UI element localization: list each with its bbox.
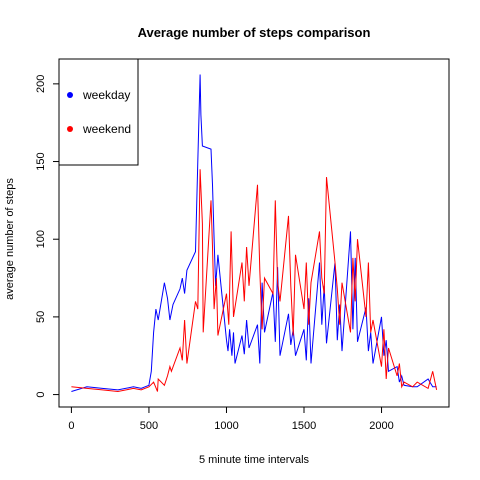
legend-marker-weekend	[67, 126, 73, 132]
x-tick-label: 1000	[214, 420, 238, 432]
series-line-weekend	[71, 169, 436, 391]
y-axis-label: average number of steps	[4, 178, 16, 300]
y-tick-label: 150	[35, 152, 47, 170]
legend-marker-weekday	[67, 92, 73, 98]
x-tick-label: 2000	[369, 420, 393, 432]
y-tick-label: 0	[35, 392, 47, 398]
x-axis: 0 500 1000 1500 2000	[68, 407, 393, 432]
legend-label-weekend: weekend	[82, 122, 131, 136]
legend: weekday weekend	[59, 59, 138, 165]
x-tick-label: 1500	[292, 420, 316, 432]
legend-box	[59, 59, 138, 165]
y-tick-label: 50	[35, 311, 47, 323]
x-axis-label: 5 minute time intervals	[199, 454, 310, 466]
legend-label-weekday: weekday	[82, 88, 130, 102]
y-tick-label: 100	[35, 230, 47, 248]
chart-title: Average number of steps comparison	[138, 25, 371, 40]
x-tick-label: 0	[68, 420, 74, 432]
x-tick-label: 500	[140, 420, 158, 432]
y-axis: 0 50 100 150 200	[35, 75, 59, 398]
y-tick-label: 200	[35, 75, 47, 93]
